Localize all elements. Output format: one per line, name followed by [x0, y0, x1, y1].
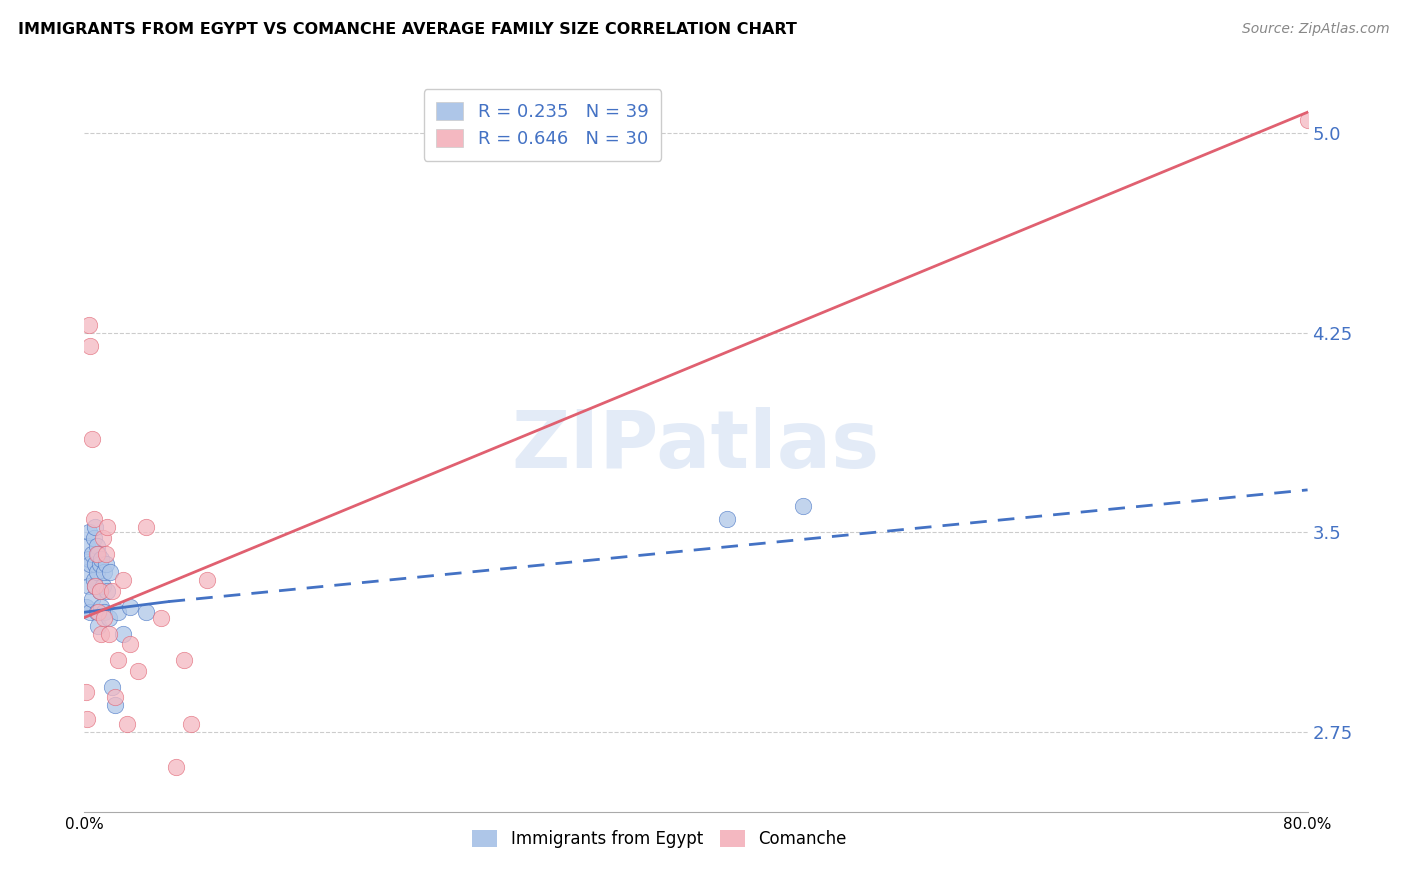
- Point: [86, 547, 108, 561]
- Point: [101, 584, 124, 599]
- Point: [84, 558, 107, 572]
- Point: [87, 547, 110, 561]
- Point: [76, 712, 98, 726]
- Point: [84, 579, 107, 593]
- Point: [96, 520, 118, 534]
- Point: [77, 552, 100, 566]
- Point: [97, 610, 120, 624]
- Point: [96, 584, 118, 599]
- Point: [87, 605, 110, 619]
- Point: [115, 717, 138, 731]
- Text: IMMIGRANTS FROM EGYPT VS COMANCHE AVERAGE FAMILY SIZE CORRELATION CHART: IMMIGRANTS FROM EGYPT VS COMANCHE AVERAG…: [18, 22, 797, 37]
- Point: [173, 653, 195, 667]
- Point: [89, 584, 111, 599]
- Point: [101, 680, 124, 694]
- Point: [165, 759, 187, 773]
- Point: [135, 520, 157, 534]
- Point: [75, 685, 97, 699]
- Point: [84, 520, 107, 534]
- Point: [127, 664, 149, 678]
- Point: [90, 599, 112, 614]
- Text: ZIPatlas: ZIPatlas: [512, 407, 880, 485]
- Point: [80, 433, 103, 447]
- Point: [149, 610, 172, 624]
- Point: [104, 690, 127, 705]
- Point: [111, 626, 134, 640]
- Point: [80, 591, 103, 606]
- Point: [716, 512, 738, 526]
- Point: [89, 558, 111, 572]
- Point: [97, 626, 120, 640]
- Point: [93, 605, 115, 619]
- Point: [89, 584, 111, 599]
- Point: [792, 499, 814, 513]
- Legend: Immigrants from Egypt, Comanche: Immigrants from Egypt, Comanche: [465, 823, 853, 855]
- Point: [107, 653, 129, 667]
- Point: [87, 618, 110, 632]
- Point: [98, 566, 121, 580]
- Point: [77, 318, 100, 332]
- Point: [83, 574, 105, 588]
- Point: [83, 531, 105, 545]
- Point: [79, 558, 101, 572]
- Point: [107, 605, 129, 619]
- Point: [120, 599, 142, 614]
- Point: [83, 512, 105, 526]
- Point: [77, 579, 100, 593]
- Point: [76, 539, 98, 553]
- Point: [93, 610, 115, 624]
- Point: [94, 558, 117, 572]
- Point: [195, 574, 218, 588]
- Point: [86, 605, 108, 619]
- Point: [120, 637, 142, 651]
- Point: [180, 717, 202, 731]
- Point: [1296, 113, 1319, 128]
- Point: [90, 552, 112, 566]
- Point: [84, 579, 107, 593]
- Point: [77, 525, 100, 540]
- Point: [79, 605, 101, 619]
- Point: [91, 579, 114, 593]
- Point: [94, 547, 117, 561]
- Text: Source: ZipAtlas.com: Source: ZipAtlas.com: [1241, 22, 1389, 37]
- Point: [75, 599, 97, 614]
- Point: [86, 566, 108, 580]
- Point: [111, 574, 134, 588]
- Point: [91, 531, 114, 545]
- Point: [104, 698, 127, 713]
- Point: [90, 626, 112, 640]
- Point: [80, 547, 103, 561]
- Point: [93, 566, 115, 580]
- Point: [86, 539, 108, 553]
- Point: [135, 605, 157, 619]
- Point: [79, 339, 101, 353]
- Point: [76, 566, 98, 580]
